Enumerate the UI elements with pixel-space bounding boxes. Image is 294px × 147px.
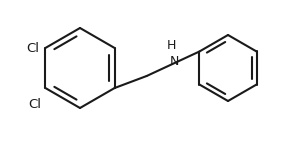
Text: Cl: Cl	[26, 41, 39, 55]
Text: N: N	[169, 55, 179, 68]
Text: H: H	[166, 39, 176, 52]
Text: Cl: Cl	[28, 98, 41, 111]
